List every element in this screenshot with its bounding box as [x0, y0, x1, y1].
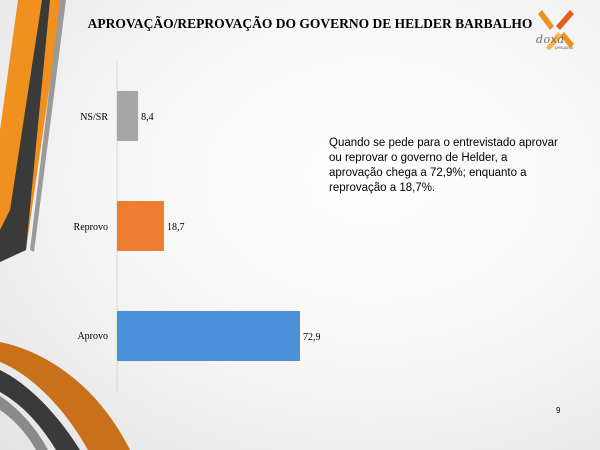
dark-stripe-left — [0, 0, 50, 262]
slide-title: APROVAÇÃO/REPROVAÇÃO DO GOVERNO DE HELDE… — [87, 16, 533, 31]
chart-annotation: Quando se pede para o entrevistado aprov… — [329, 137, 558, 194]
value-label-ns-sr: 8,4 — [141, 112, 154, 123]
bar-reprovo — [117, 201, 164, 251]
logo-wordmark: doxa — [536, 33, 565, 46]
dark-stripe-bottom — [0, 370, 80, 450]
category-label-ns-sr: NS/SR — [80, 112, 108, 123]
logo-subtitle: pesquisa — [555, 45, 574, 50]
orange-stripe-bottom — [0, 342, 130, 450]
value-label-aprovo: 72,9 — [303, 332, 321, 343]
value-label-reprovo: 18,7 — [167, 222, 185, 233]
page-number: 9 — [556, 406, 561, 415]
category-label-aprovo: Aprovo — [77, 331, 108, 342]
grey-stripe-bottom — [0, 396, 48, 450]
doxa-logo-icon — [538, 10, 574, 50]
light-stripe-left — [30, 0, 66, 252]
bar-aprovo — [117, 311, 300, 361]
bar-ns-sr — [117, 91, 139, 141]
category-label-reprovo: Reprovo — [74, 222, 108, 233]
